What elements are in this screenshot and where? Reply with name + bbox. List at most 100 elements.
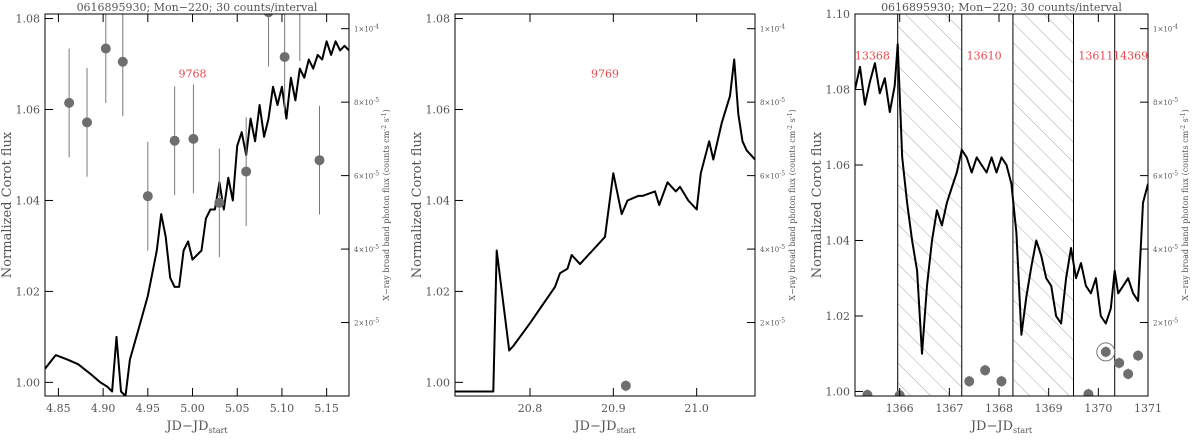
y2-axis-label-sup2: -1 (1180, 112, 1187, 118)
x-axis-label-main: JD−JD (572, 419, 616, 434)
xray-point-7 (214, 197, 225, 208)
y2-axis-label-main: X−ray broad band photon flux (counts cm (1181, 130, 1190, 300)
y2-tick-exponent: -5 (373, 171, 379, 178)
x-tick-label-0: 20.8 (518, 402, 543, 415)
hatched-interval-3 (1012, 14, 1074, 396)
obs-id-label-0: 9768 (179, 68, 207, 81)
panel-1: 4.85 4.90 4.95 5.00 5.05 5.10 5.15 1.00 1.02 1.04… (0, 1, 391, 435)
y-axis-label: Normalized Corot flux (0, 131, 15, 278)
y-tick-label-2: 1.04 (826, 234, 851, 247)
y2-tick-times: ×10 (764, 99, 779, 107)
corot-flux-line (45, 40, 349, 396)
xray-point-8 (241, 166, 252, 177)
y2-tick-label-4: 1×10-4 (760, 24, 785, 34)
plot-area (855, 14, 1148, 396)
xray-point-12 (314, 155, 325, 166)
y-tick-label-1: 1.02 (426, 285, 451, 298)
y2-tick-label-0: 2×10-5 (760, 318, 785, 328)
xray-point-8 (1123, 368, 1134, 379)
y2-axis-label-end: ) (382, 109, 391, 112)
x-axis-label-subscript: start (209, 426, 229, 435)
y-tick-label-3: 1.06 (16, 104, 41, 117)
xray-point-3 (117, 56, 128, 67)
y2-tick-mantissa: 1 (760, 26, 764, 34)
x-axis-label-subscript: start (1013, 426, 1033, 435)
y2-tick-label-3: 8×10-5 (1153, 97, 1178, 107)
y-tick-label-0: 1.00 (826, 385, 851, 398)
obs-id-label-1: 13610 (967, 49, 1002, 62)
y2-tick-exponent: -5 (373, 244, 379, 251)
y2-tick-exponent: -5 (779, 171, 785, 178)
y2-tick-label-3: 8×10-5 (760, 97, 785, 107)
y2-tick-times: ×10 (358, 173, 373, 181)
y-axis-label: Normalized Corot flux (810, 131, 825, 278)
y2-tick-exponent: -5 (779, 97, 785, 104)
y-tick-label-2: 1.04 (426, 194, 451, 207)
x-tick-label-1: 4.90 (91, 402, 116, 415)
x-tick-label-2: 1368 (985, 402, 1013, 415)
y2-tick-exponent: -5 (1172, 244, 1178, 251)
y2-tick-label-4: 1×10-4 (354, 24, 379, 34)
corot-flux-line (455, 58, 755, 393)
x-tick-label-5: 1371 (1134, 402, 1162, 415)
plot-frame (854, 13, 1149, 397)
y2-axis-label-sup2: -1 (381, 112, 388, 118)
y2-tick-label-2: 6×10-5 (760, 171, 785, 181)
y2-tick-mantissa: 1 (1153, 26, 1157, 34)
plot-frame (44, 13, 350, 397)
xray-point-5 (1083, 389, 1094, 396)
xray-point-0 (862, 389, 873, 396)
x-tick-label-1: 20.9 (601, 402, 626, 415)
x-tick-label-6: 5.15 (314, 402, 339, 415)
y-tick-label-0: 1.00 (426, 376, 451, 389)
xray-point-6 (1100, 346, 1111, 357)
y2-axis-label-sup1: -2 (381, 125, 388, 131)
y2-tick-times: ×10 (1157, 246, 1172, 254)
y2-tick-label-1: 4×10-5 (354, 244, 379, 254)
y2-tick-mantissa: 1 (354, 26, 358, 34)
xray-point-9 (1133, 350, 1144, 361)
y2-axis-label-mid: s (382, 118, 391, 125)
y2-tick-exponent: -5 (779, 244, 785, 251)
y-tick-label-0: 1.00 (16, 376, 41, 389)
x-tick-label-4: 5.05 (225, 402, 250, 415)
y2-tick-exponent: -5 (779, 318, 785, 325)
y2-tick-times: ×10 (764, 320, 779, 328)
xray-point-4 (142, 191, 153, 202)
y2-tick-exponent: -4 (1172, 24, 1178, 31)
y2-tick-label-0: 2×10-5 (1153, 318, 1178, 328)
y2-axis-label-main: X−ray broad band photon flux (counts cm (788, 130, 797, 300)
y2-axis-label-sup1: -2 (1180, 125, 1187, 131)
y2-tick-label-2: 6×10-5 (1153, 171, 1178, 181)
y2-tick-label-1: 4×10-5 (760, 244, 785, 254)
y2-tick-mantissa: 6 (354, 173, 359, 181)
x-axis-label: JD−JDstart (969, 419, 1033, 435)
obs-id-label-0: 13368 (855, 49, 890, 62)
y-tick-label-4: 1.08 (16, 13, 41, 26)
y2-tick-mantissa: 2 (1153, 320, 1157, 328)
y-tick-label-5: 1.10 (826, 8, 851, 21)
y-tick-label-3: 1.06 (426, 104, 451, 117)
xray-point-3 (980, 365, 991, 376)
y-tick-label-3: 1.06 (826, 159, 851, 172)
x-tick-label-0: 1366 (886, 402, 914, 415)
xray-point-5 (169, 135, 180, 146)
y2-tick-mantissa: 6 (1153, 173, 1158, 181)
y-tick-label-4: 1.08 (826, 83, 851, 96)
corot-flux-line (855, 43, 1148, 355)
y2-tick-times: ×10 (764, 246, 779, 254)
x-axis-label-main: JD−JD (164, 419, 208, 434)
y2-tick-mantissa: 2 (354, 320, 358, 328)
y2-tick-times: ×10 (1157, 320, 1172, 328)
y2-tick-exponent: -4 (779, 24, 785, 31)
xray-point-circle-marker (1096, 342, 1116, 362)
xray-point-10 (279, 51, 290, 62)
xray-point-0 (620, 380, 631, 391)
y2-axis-label-mid: s (788, 118, 797, 125)
xray-point-4 (996, 376, 1007, 387)
y2-tick-label-0: 2×10-5 (354, 318, 379, 328)
y2-axis-label: X−ray broad band photon flux (counts cm-… (1180, 109, 1190, 300)
xray-point-9 (263, 14, 274, 18)
x-tick-label-4: 1370 (1084, 402, 1112, 415)
